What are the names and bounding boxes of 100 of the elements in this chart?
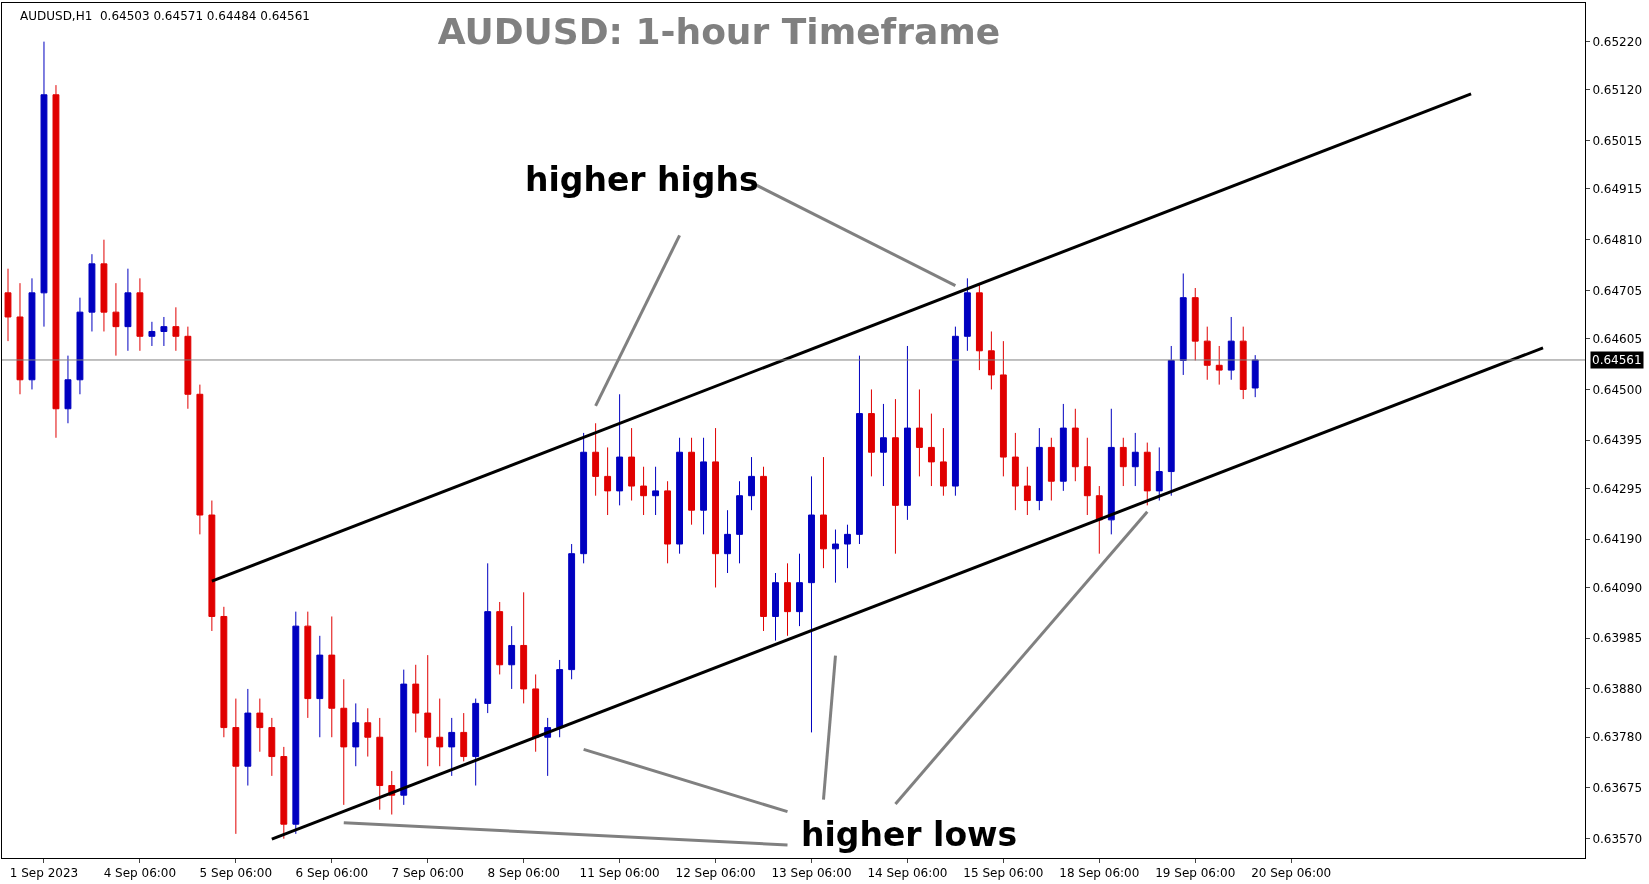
candlestick — [64, 355, 72, 424]
candlestick — [760, 466, 767, 632]
x-tick-label: 1 Sep 2023 — [9, 866, 79, 881]
candlestick — [148, 321, 156, 347]
candlestick — [292, 611, 300, 835]
candlestick — [796, 553, 803, 627]
candlestick — [580, 432, 588, 564]
candlestick — [844, 524, 851, 569]
y-tick-label: 0.63570 — [1592, 831, 1643, 846]
candlestick — [1107, 408, 1115, 535]
candlestick — [88, 253, 96, 332]
candlestick — [172, 306, 180, 352]
chart-title: AUDUSD: 1-hour Timeframe — [437, 10, 1001, 52]
x-tick-label: 7 Sep 06:00 — [391, 866, 464, 881]
candlestick — [724, 509, 731, 574]
candlestick — [1215, 345, 1223, 386]
candlestick — [328, 615, 336, 738]
candlestick — [1251, 354, 1259, 398]
candlestick — [364, 707, 372, 758]
candlestick — [160, 316, 168, 347]
x-tick-label: 14 Sep 06:00 — [867, 866, 948, 881]
candlestick — [700, 437, 707, 535]
x-tick-label: 4 Sep 06:00 — [103, 866, 177, 881]
x-tick-label: 18 Sep 06:00 — [1059, 866, 1140, 881]
candlestick — [400, 669, 408, 806]
x-tick-label: 15 Sep 06:00 — [963, 866, 1044, 881]
y-tick-label: 0.65015 — [1592, 133, 1643, 148]
y-tick-label: 0.65220 — [1592, 34, 1643, 49]
candlestick — [688, 437, 695, 526]
candlestick — [1131, 432, 1139, 487]
candlestick — [604, 446, 612, 516]
ref-line-label: 0.64561 — [1592, 353, 1642, 367]
candlestick — [832, 529, 839, 584]
y-tick-label: 0.64395 — [1592, 433, 1643, 448]
candlestick — [963, 277, 971, 352]
x-tick-label: 8 Sep 06:00 — [487, 866, 560, 881]
candlestick — [903, 345, 911, 521]
candlestick — [1143, 442, 1151, 506]
candlestick — [1035, 427, 1043, 511]
candlestick — [244, 688, 252, 787]
candlestick — [532, 673, 540, 753]
x-tick-label: 12 Sep 06:00 — [675, 866, 756, 881]
candlestick — [304, 611, 312, 719]
candlestick — [1023, 466, 1031, 516]
candlestick — [987, 330, 995, 390]
candlestick — [268, 717, 276, 777]
candlestick — [868, 388, 875, 477]
candlestick — [256, 698, 264, 753]
candlestick — [520, 591, 528, 704]
candlestick — [136, 277, 144, 352]
x-tick-label: 5 Sep 06:00 — [199, 866, 273, 881]
x-tick-label: 20 Sep 06:00 — [1251, 866, 1332, 881]
candlestick — [628, 427, 636, 502]
candlestick — [712, 427, 719, 588]
candlestick — [4, 268, 12, 342]
candlestick — [40, 41, 48, 328]
candlestick — [352, 702, 360, 767]
candlestick — [76, 297, 84, 395]
x-tick-label: 19 Sep 06:00 — [1155, 866, 1236, 881]
y-tick-label: 0.64295 — [1592, 481, 1643, 496]
candlestick — [460, 712, 468, 762]
x-tick-label: 13 Sep 06:00 — [771, 866, 852, 881]
candlestick — [748, 456, 755, 511]
y-tick-label: 0.64810 — [1592, 232, 1643, 247]
annotation: higher highs — [525, 160, 759, 199]
y-tick-label: 0.65120 — [1592, 83, 1643, 98]
annotation: AUDUSD,H1 0.64503 0.64571 0.64484 0.64561 — [20, 9, 310, 23]
candlestick — [1239, 326, 1247, 400]
y-tick-label: 0.64915 — [1592, 182, 1643, 197]
candlestick — [496, 601, 504, 675]
candlestick — [556, 659, 564, 738]
candlestick — [676, 437, 684, 555]
candlestick — [1155, 446, 1163, 502]
candlestick — [1095, 485, 1103, 555]
candlestick — [232, 698, 240, 835]
x-tick-label: 11 Sep 06:00 — [579, 866, 660, 881]
candlestick — [280, 746, 288, 840]
candlestick — [340, 678, 348, 806]
candlestick — [508, 625, 516, 690]
y-tick-label: 0.64705 — [1592, 283, 1643, 298]
candlestick — [124, 268, 132, 352]
candlestick — [939, 427, 947, 497]
candlestick — [892, 398, 899, 555]
candlestick — [316, 635, 324, 738]
candlestick — [1059, 403, 1067, 492]
y-tick-label: 0.64605 — [1592, 331, 1643, 346]
candlestick — [1083, 437, 1091, 516]
candlestick — [28, 277, 36, 390]
candlestick — [915, 388, 923, 477]
candlestick — [448, 717, 456, 777]
candlestick — [196, 384, 204, 535]
candlestick — [592, 422, 600, 497]
candlestick — [1011, 432, 1019, 511]
candlestick — [784, 562, 791, 637]
candlestick — [484, 562, 492, 714]
candlestick — [951, 326, 959, 497]
x-tick-label: 6 Sep 06:00 — [295, 866, 369, 881]
candlestick — [376, 717, 384, 811]
y-tick-label: 0.64190 — [1592, 532, 1643, 547]
candlestick — [220, 606, 228, 738]
